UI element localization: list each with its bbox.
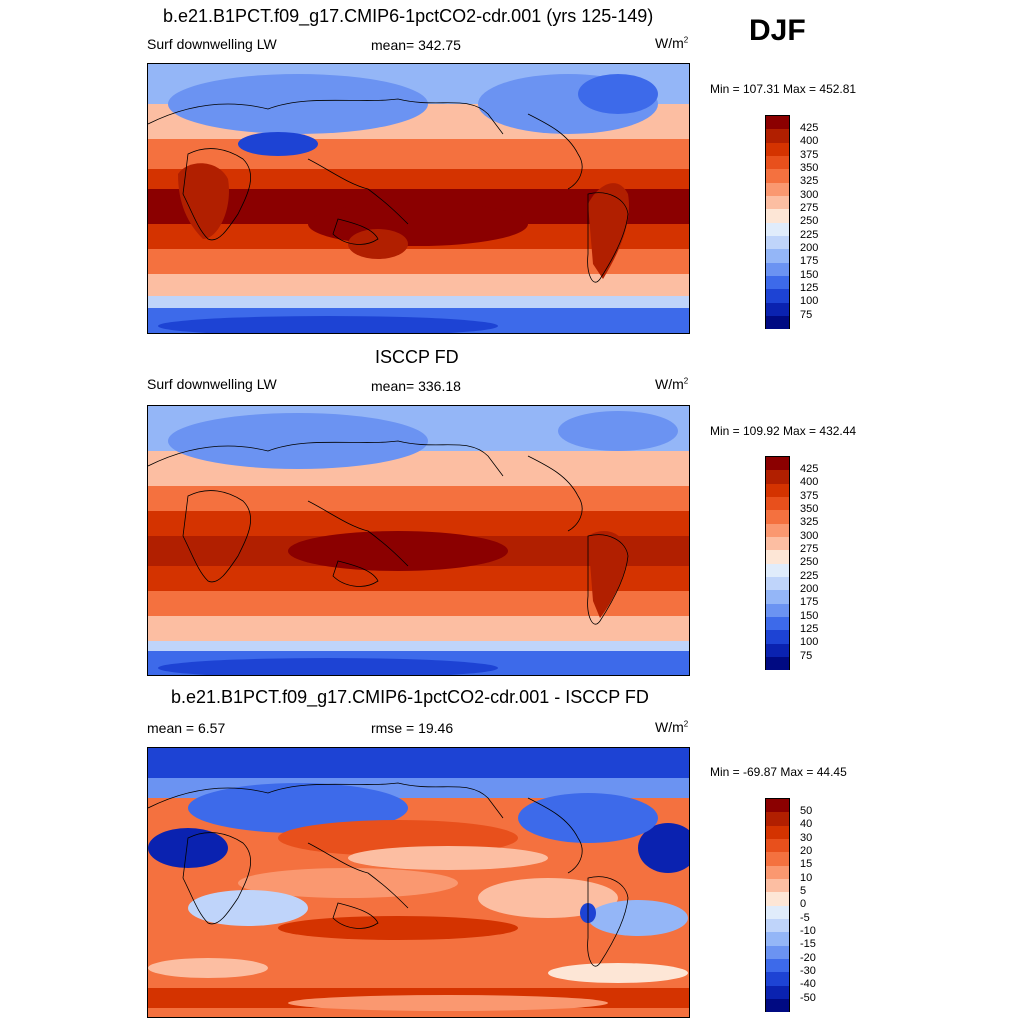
colorbar-tick-label: 300 xyxy=(800,529,819,542)
colorbar-tick-label: 150 xyxy=(800,268,819,281)
colorbar-tick-label: -15 xyxy=(800,938,816,951)
colorbar-tick-label: -50 xyxy=(800,991,816,1004)
colorbar-tick-label: 200 xyxy=(800,583,819,595)
colorbar-tick-label: -10 xyxy=(800,925,816,937)
colorbar-tick-label: 350 xyxy=(800,503,819,515)
panel-3-minmax: Min = -69.87 Max = 44.45 xyxy=(710,765,847,779)
colorbar-tick-label: 275 xyxy=(800,543,819,555)
colorbar-tick-label: 125 xyxy=(800,623,819,635)
colorbar-tick-label: 225 xyxy=(800,569,819,582)
panel-2-units: W/m2 xyxy=(655,376,689,392)
colorbar-tick-label: 200 xyxy=(800,242,819,254)
panel-1-colorbar xyxy=(765,115,790,330)
panel-3-rmse-label: rmse = 19.46 xyxy=(371,720,454,736)
colorbar-tick-label: 5 xyxy=(800,885,807,897)
colorbar-tick-label: 100 xyxy=(800,636,819,649)
colorbar-tick-label: 15 xyxy=(800,858,813,871)
colorbar-tick-label: 350 xyxy=(800,162,819,174)
panel-1-variable-label: Surf downwelling LW xyxy=(147,36,277,52)
panel-2-mean-label: mean= 336.18 xyxy=(371,378,461,394)
colorbar-tick-label: 10 xyxy=(800,871,813,884)
colorbar-tick-label: 425 xyxy=(800,122,819,134)
colorbar-tick-label: 100 xyxy=(800,295,819,308)
colorbar-tick-label: 0 xyxy=(800,898,807,911)
colorbar-tick-label: 75 xyxy=(800,649,813,662)
season-label: DJF xyxy=(749,14,806,47)
colorbar-tick-label: 40 xyxy=(800,818,813,831)
panel-3-map xyxy=(147,747,690,1018)
colorbar-tick-label: 20 xyxy=(800,845,813,857)
panel-3-mean-label: mean = 6.57 xyxy=(147,720,226,736)
colorbar-tick-label: 250 xyxy=(800,215,819,228)
colorbar-tick-label: -40 xyxy=(800,978,816,991)
panel-1-units: W/m2 xyxy=(655,35,689,51)
colorbar-tick-label: 375 xyxy=(800,489,819,502)
panel-3-map-field xyxy=(148,748,689,1017)
panel-2-map xyxy=(147,405,690,676)
panel-2-title: ISCCP FD xyxy=(375,347,459,367)
colorbar-tick-label: 325 xyxy=(800,516,819,529)
panel-1-map xyxy=(147,63,690,334)
panel-3-units: W/m2 xyxy=(655,719,689,735)
colorbar-tick-label: 400 xyxy=(800,135,819,148)
colorbar-tick-label: -30 xyxy=(800,965,816,977)
colorbar-tick-label: 275 xyxy=(800,202,819,214)
colorbar-tick-label: 250 xyxy=(800,556,819,569)
colorbar-tick-label: 325 xyxy=(800,175,819,188)
panel-1-title: b.e21.B1PCT.f09_g17.CMIP6-1pctCO2-cdr.00… xyxy=(163,6,654,26)
colorbar-tick-label: 400 xyxy=(800,476,819,489)
colorbar-tick-label: 175 xyxy=(800,255,819,268)
panel-2-colorbar xyxy=(765,456,790,671)
panel-1-minmax: Min = 107.31 Max = 452.81 xyxy=(710,82,857,96)
panel-2-variable-label: Surf downwelling LW xyxy=(147,376,277,392)
colorbar-tick-label: 425 xyxy=(800,463,819,475)
colorbar-tick-label: 375 xyxy=(800,148,819,161)
panel-3-title: b.e21.B1PCT.f09_g17.CMIP6-1pctCO2-cdr.00… xyxy=(171,687,649,707)
colorbar-tick-label: 175 xyxy=(800,596,819,609)
panel-2-map-field xyxy=(148,406,689,675)
colorbar-tick-label: -20 xyxy=(800,951,816,964)
colorbar-tick-label: 75 xyxy=(800,308,813,321)
colorbar-tick-label: 50 xyxy=(800,805,813,817)
colorbar-tick-label: 150 xyxy=(800,609,819,622)
panel-1-map-field xyxy=(148,64,689,333)
colorbar-tick-label: 125 xyxy=(800,282,819,294)
panel-2-minmax: Min = 109.92 Max = 432.44 xyxy=(710,424,857,438)
colorbar-tick-label: 225 xyxy=(800,228,819,241)
colorbar-tick-label: -5 xyxy=(800,911,810,924)
panel-3-colorbar xyxy=(765,798,790,1013)
panel-1-mean-label: mean= 342.75 xyxy=(371,37,461,53)
colorbar-tick-label: 300 xyxy=(800,188,819,201)
colorbar-tick-label: 30 xyxy=(800,831,813,844)
